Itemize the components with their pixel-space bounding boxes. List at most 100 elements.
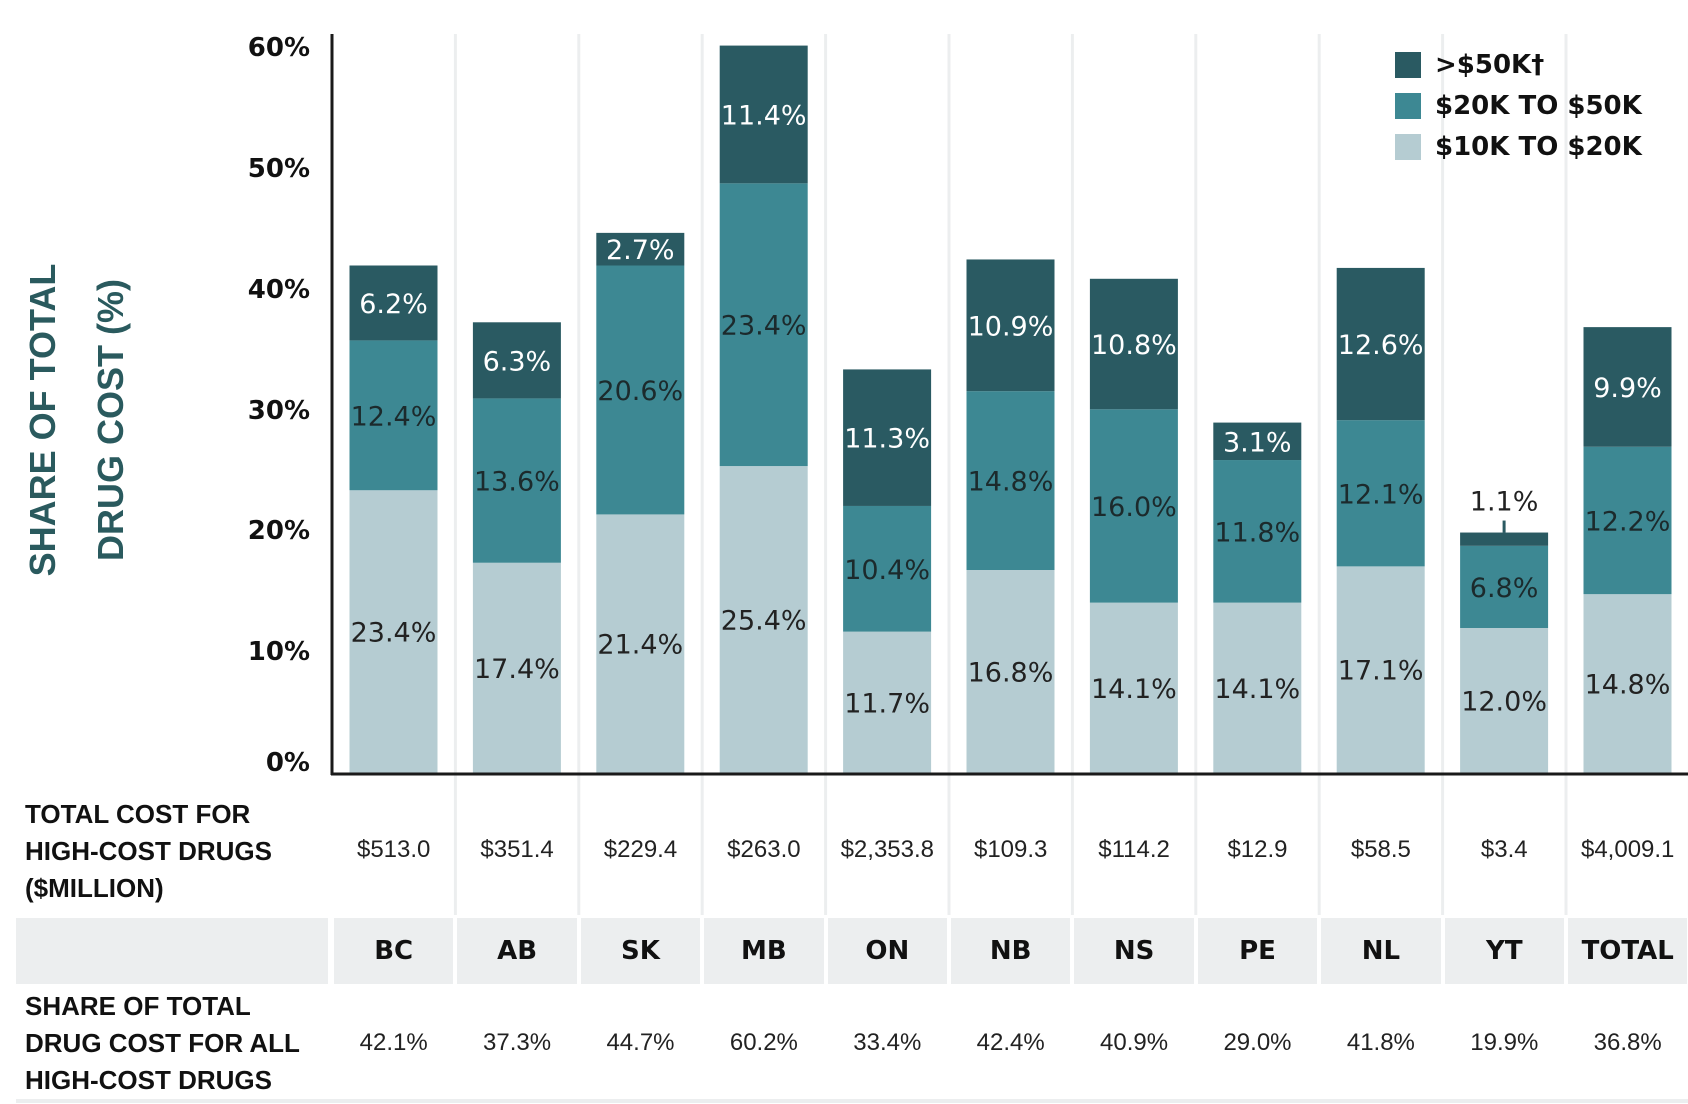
cost-cell: $12.9: [1227, 836, 1288, 863]
share-row-label: SHARE OF TOTAL DRUG COST FOR ALL HIGH-CO…: [25, 988, 300, 1099]
legend-item-over-50k: >$50K†: [1395, 44, 1642, 85]
legend-swatch-20k-50k: [1395, 92, 1421, 119]
cost-cell: $229.4: [603, 836, 678, 863]
bar-label-nb-1: 14.8%: [968, 467, 1054, 498]
cost-row-label: TOTAL COST FOR HIGH-COST DRUGS ($MILLION…: [25, 796, 272, 907]
bar-segment-nb-0: [966, 570, 1055, 773]
header-cell-sk: SK: [621, 936, 660, 966]
bar-segment-pe-2: [1213, 422, 1302, 461]
y-tick-label: 20%: [247, 516, 310, 547]
cost-row-label-line-1: TOTAL COST FOR: [25, 799, 251, 829]
legend-item-20k-50k: $20K TO $50K: [1395, 85, 1642, 126]
cost-row-label-line-2: HIGH-COST DRUGS: [25, 836, 272, 866]
bar-segment-bc-1: [349, 340, 438, 491]
bars: [349, 45, 1672, 773]
bar-label-on-2: 11.3%: [844, 424, 930, 455]
bar-segment-total-2: [1583, 327, 1672, 447]
bar-label-nb-0: 16.8%: [968, 658, 1054, 689]
y-tick-label: 30%: [247, 395, 310, 426]
share-cell: 29.0%: [1223, 1029, 1292, 1056]
bar-label-on-1: 10.4%: [844, 555, 930, 586]
bar-label-yt-1: 6.8%: [1470, 573, 1539, 604]
header-cell-bg: [1197, 918, 1318, 984]
bar-label-ns-0: 14.1%: [1091, 674, 1177, 705]
bar-label-on-0: 11.7%: [844, 688, 930, 719]
y-tick-label: 10%: [247, 637, 310, 668]
bar-segment-yt-0: [1460, 628, 1549, 773]
bar-segment-ab-2: [472, 322, 561, 399]
header-cell-yt: YT: [1486, 936, 1523, 966]
bar-label-bc-2: 6.2%: [359, 289, 428, 320]
header-cell-bg: [580, 918, 701, 984]
bar-segment-ab-1: [472, 398, 561, 563]
header-cell-nl: NL: [1361, 936, 1401, 966]
bar-segment-yt-2: [1460, 532, 1549, 546]
header-cell-on: ON: [865, 936, 910, 966]
bar-label-nb-2: 10.9%: [968, 311, 1054, 342]
bar-label-mb-1: 23.4%: [721, 311, 807, 342]
bar-label-ab-2: 6.3%: [483, 346, 552, 377]
bar-segment-ns-1: [1089, 409, 1178, 603]
legend-swatch-over-50k: [1395, 51, 1421, 78]
bar-segment-bc-2: [349, 265, 438, 341]
bar-label-mb-2: 11.4%: [721, 100, 807, 131]
bar-segment-nl-0: [1336, 566, 1425, 773]
bar-label-sk-1: 20.6%: [597, 376, 683, 407]
header-cell-bg: [951, 918, 1071, 984]
header-cell-bg: [827, 918, 947, 984]
share-cell: 36.8%: [1593, 1029, 1662, 1056]
share-cell: 33.4%: [853, 1029, 922, 1056]
bar-label-total-2: 9.9%: [1593, 373, 1662, 404]
share-cell: 60.2%: [729, 1029, 798, 1056]
share-cell: 19.9%: [1470, 1029, 1539, 1056]
bar-segment-mb-0: [719, 466, 808, 773]
bar-label-nl-1: 12.1%: [1338, 479, 1424, 510]
bar-segment-sk-2: [596, 232, 685, 266]
share-row-label-line-3: HIGH-COST DRUGS: [25, 1065, 272, 1095]
share-cell: 42.4%: [976, 1029, 1045, 1056]
y-tick-label: 0%: [265, 748, 310, 778]
bar-segment-ns-0: [1089, 602, 1178, 773]
header-cell-bg: [457, 918, 577, 984]
bar-label-sk-2: 2.7%: [606, 235, 675, 266]
header-cell-bg: [1321, 918, 1441, 984]
share-row-label-line-1: SHARE OF TOTAL: [25, 991, 251, 1021]
bar-segment-ab-0: [472, 562, 561, 773]
legend: >$50K† $20K TO $50K $10K TO $20K: [1395, 44, 1642, 167]
legend-label-over-50k: >$50K†: [1435, 49, 1545, 80]
cost-cell: $4,009.1: [1580, 836, 1675, 863]
bar-label-mb-0: 25.4%: [721, 606, 807, 637]
cost-cell: $513.0: [356, 836, 431, 863]
legend-item-10k-20k: $10K TO $20K: [1395, 126, 1642, 167]
bar-segment-on-0: [843, 631, 932, 773]
bar-segment-sk-0: [596, 514, 685, 773]
header-cell-bg: [334, 918, 454, 984]
bar-label-total-0: 14.8%: [1585, 670, 1671, 701]
bar-label-bc-0: 23.4%: [351, 618, 437, 649]
bar-label-pe-2: 3.1%: [1223, 427, 1292, 458]
header-cell-bg: [1568, 918, 1688, 984]
bar-segment-mb-2: [719, 45, 808, 184]
share-cell: 40.9%: [1100, 1029, 1169, 1056]
share-cell: 41.8%: [1346, 1029, 1415, 1056]
share-cell: 42.1%: [359, 1029, 428, 1056]
bar-label-ns-1: 16.0%: [1091, 492, 1177, 523]
header-cell-ns: NS: [1113, 936, 1155, 966]
cost-cell: $3.4: [1480, 836, 1528, 863]
cost-row-label-line-3: ($MILLION): [25, 873, 164, 903]
bar-segment-nb-2: [966, 259, 1055, 392]
header-cell-pe: PE: [1239, 936, 1276, 966]
legend-label-10k-20k: $10K TO $20K: [1435, 131, 1642, 162]
header-cell-mb: MB: [741, 936, 787, 966]
bar-segment-nb-1: [966, 391, 1055, 570]
cost-cell: $2,353.8: [840, 836, 934, 863]
bar-labels: 23.4% 12.4% 6.2% 17.4% 13.6% 6.3% 21.4% 20.6% 2.…: [351, 100, 1671, 719]
share-cell: 37.3%: [483, 1029, 552, 1056]
bar-segment-bc-0: [349, 490, 438, 773]
legend-swatch-10k-20k: [1395, 133, 1421, 160]
bar-label-yt-0: 12.0%: [1461, 687, 1547, 718]
bar-segment-nl-2: [1336, 267, 1425, 421]
header-cell-bc: BC: [374, 936, 414, 966]
bar-segment-ns-2: [1089, 278, 1178, 410]
header-cell-total: TOTAL: [1581, 936, 1674, 966]
